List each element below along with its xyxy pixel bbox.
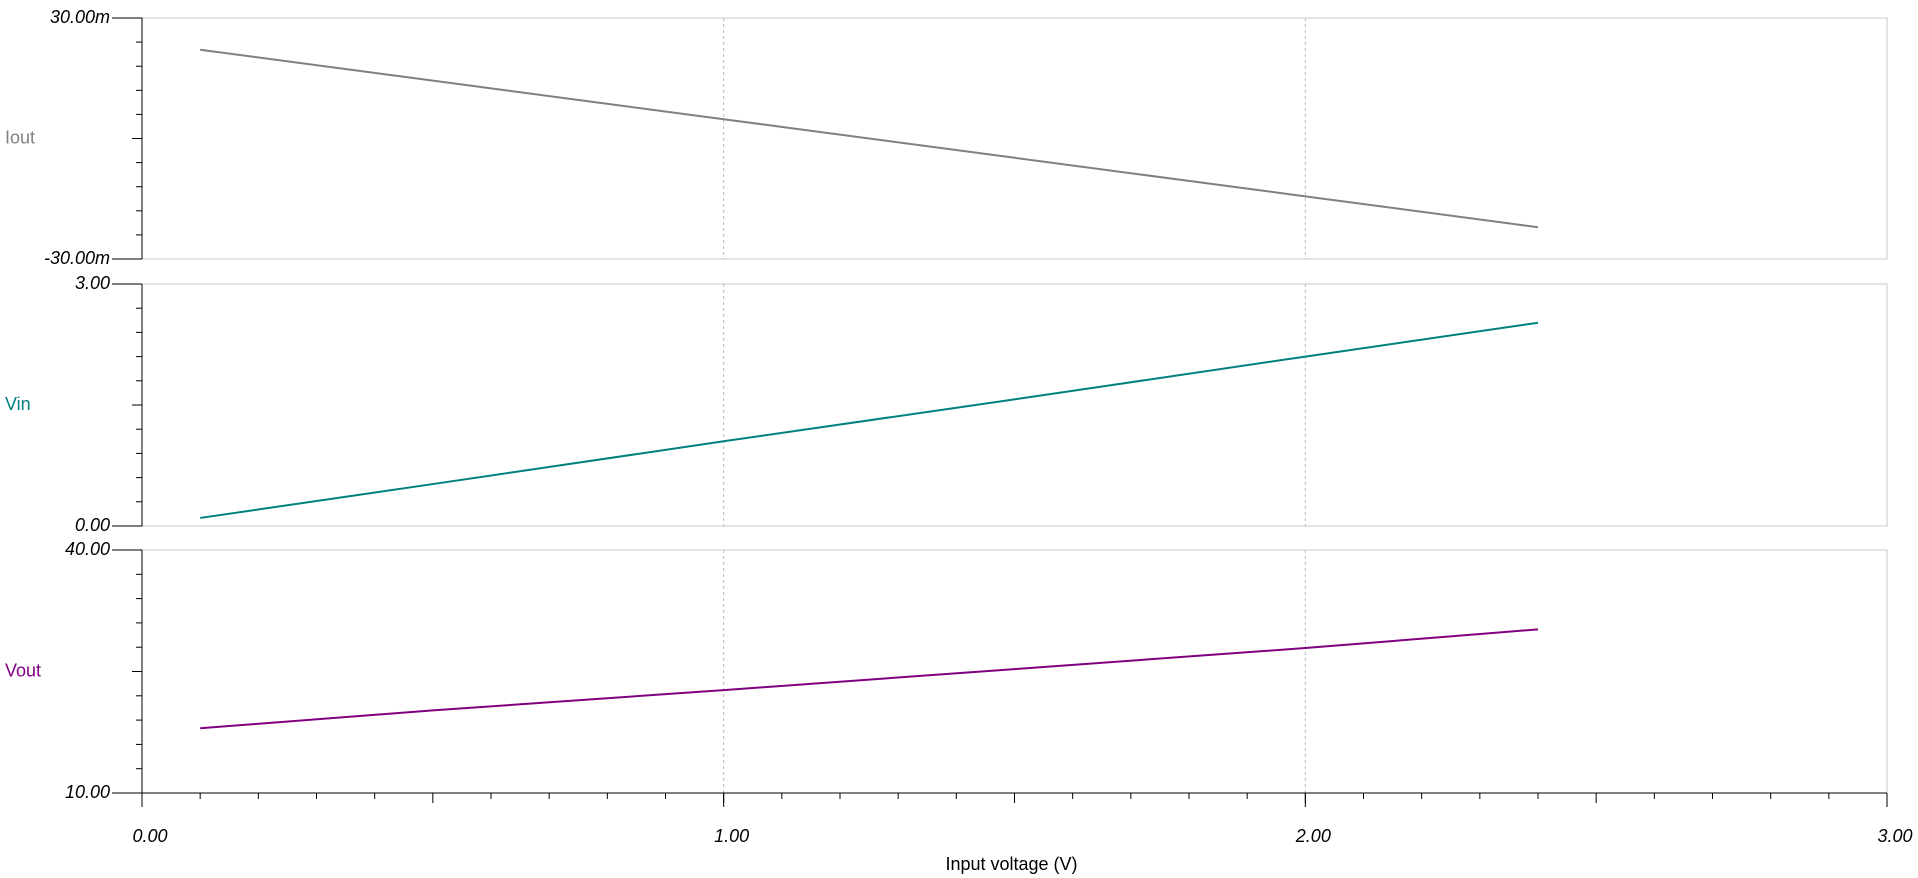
y-tick-label: 0.00 [75, 515, 110, 535]
line [200, 48, 1539, 229]
y-tick-label: 30.00m [50, 7, 110, 27]
plot-frame [141, 17, 1888, 260]
y-tick-label: 3.00 [75, 273, 110, 293]
line [200, 321, 1539, 519]
series-label: Vin [5, 394, 31, 414]
y-tick-label: 40.00 [65, 539, 110, 559]
line [200, 628, 1539, 730]
series-label: Vout [5, 660, 41, 680]
y-tick-label: -30.00m [44, 248, 110, 268]
x-tick-label: 2.00 [1295, 826, 1331, 846]
x-tick-label: 1.00 [714, 826, 749, 846]
plot-frame [141, 549, 1888, 794]
series-label: Iout [5, 127, 35, 147]
x-tick-label: 0.00 [132, 826, 167, 846]
x-tick-label: 3.00 [1877, 826, 1912, 846]
x-axis-title: Input voltage (V) [945, 854, 1077, 874]
plot-frame [141, 283, 1888, 527]
y-tick-label: 10.00 [65, 782, 110, 802]
